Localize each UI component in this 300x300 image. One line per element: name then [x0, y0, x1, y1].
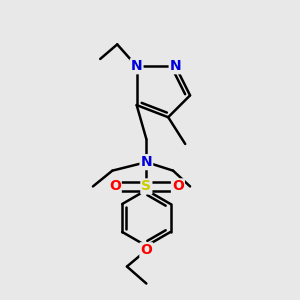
Text: O: O — [140, 243, 152, 257]
Text: O: O — [172, 179, 184, 194]
Text: O: O — [109, 179, 121, 194]
Text: S: S — [141, 179, 152, 194]
Text: N: N — [140, 155, 152, 169]
Text: N: N — [170, 59, 181, 73]
Text: N: N — [131, 59, 142, 73]
